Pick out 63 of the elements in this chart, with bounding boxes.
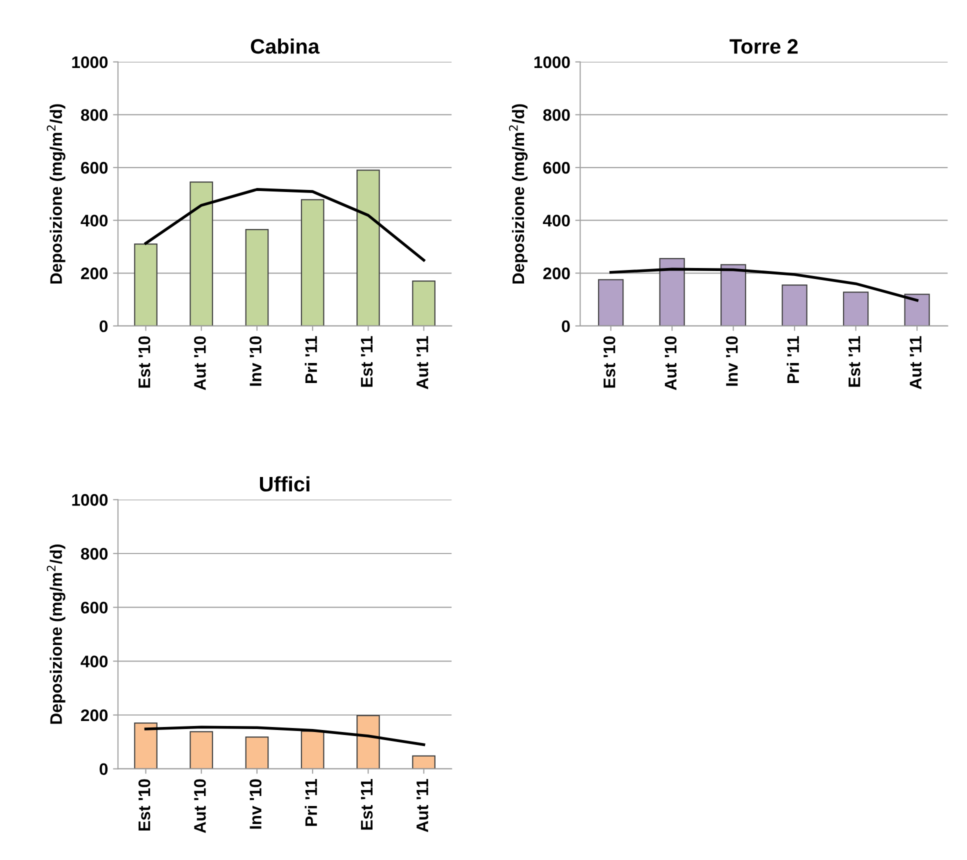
line-series xyxy=(144,188,426,262)
y-tick-label: 600 xyxy=(543,162,570,174)
x-tick-label: Est '10 xyxy=(603,336,616,388)
bar xyxy=(356,714,380,769)
x-tick-label: Pri '11 xyxy=(304,779,317,826)
bar xyxy=(720,264,746,326)
y-tick-label: 400 xyxy=(80,656,108,668)
y-axis-title: Deposizione (mg/m$^{2}$/d) xyxy=(509,104,528,284)
y-tick-label: 200 xyxy=(81,268,108,280)
bar xyxy=(190,731,214,769)
x-tick-label: Est '11 xyxy=(848,336,860,387)
bar xyxy=(134,722,158,769)
y-tick-label: 0 xyxy=(100,320,108,332)
y-tick-label: 600 xyxy=(81,162,108,174)
x-tick-label: Est '10 xyxy=(138,336,150,388)
bar xyxy=(245,736,269,769)
x-tick-label: Est '10 xyxy=(138,779,150,831)
bar xyxy=(245,229,269,326)
y-tick-label: 200 xyxy=(81,709,108,722)
bar xyxy=(412,280,436,326)
x-tick-label: Pri '11 xyxy=(786,336,799,383)
y-tick-label: 400 xyxy=(80,214,108,227)
x-tick-label: Aut '11 xyxy=(416,336,428,390)
x-tick-label: Aut '10 xyxy=(194,336,206,390)
x-tick-label: Est '11 xyxy=(361,336,373,387)
y-axis-title: Deposizione (mg/m$^{2}$/d) xyxy=(46,104,66,284)
x-tick-label: Aut '10 xyxy=(194,779,206,834)
chart-title: Cabina xyxy=(250,38,320,54)
bar xyxy=(190,181,214,326)
bar xyxy=(598,279,624,326)
bar xyxy=(356,170,380,326)
bar xyxy=(300,730,324,769)
bar xyxy=(659,258,685,326)
bar xyxy=(134,244,158,326)
y-tick-label: 1000 xyxy=(72,494,108,506)
y-axis-title: Deposizione (mg/m$^{2}$/d) xyxy=(46,544,66,724)
y-tick-label: 1000 xyxy=(72,56,108,68)
y-tick-label: 800 xyxy=(543,109,570,121)
y-tick-label: 600 xyxy=(81,602,108,614)
line-series xyxy=(144,726,426,746)
bar xyxy=(782,284,808,326)
chart-title: Uffici xyxy=(260,476,310,492)
x-tick-label: Inv '10 xyxy=(250,779,262,829)
line-series xyxy=(609,268,918,302)
chart-title: Torre 2 xyxy=(730,39,798,54)
bar xyxy=(842,292,869,326)
y-tick-label: 1000 xyxy=(534,56,570,68)
bar xyxy=(300,199,324,326)
x-tick-label: Est '11 xyxy=(361,779,373,830)
x-tick-label: Inv '10 xyxy=(726,336,738,386)
bar xyxy=(904,294,930,326)
y-tick-label: 0 xyxy=(562,320,570,332)
y-tick-label: 800 xyxy=(80,548,108,560)
x-tick-label: Aut '11 xyxy=(416,779,428,832)
y-tick-label: 800 xyxy=(80,109,108,121)
y-tick-label: 0 xyxy=(100,763,108,776)
y-tick-label: 200 xyxy=(543,268,570,280)
x-tick-label: Pri '11 xyxy=(304,336,317,383)
x-tick-label: Aut '10 xyxy=(664,336,677,390)
x-tick-label: Aut '11 xyxy=(910,336,922,390)
x-tick-label: Inv '10 xyxy=(250,336,262,386)
y-tick-label: 400 xyxy=(542,214,570,227)
bar xyxy=(412,755,436,769)
